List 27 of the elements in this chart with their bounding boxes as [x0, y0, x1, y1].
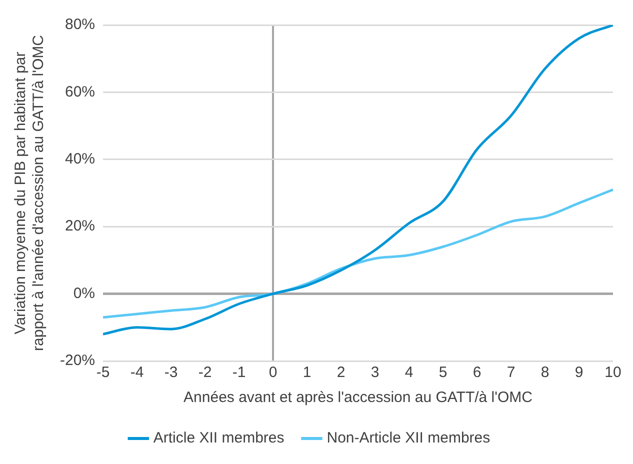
x-tick-label: -1 — [232, 364, 246, 382]
x-tick-label: 7 — [506, 364, 516, 382]
x-tick-label: 1 — [302, 364, 312, 382]
x-tick-label: -2 — [198, 364, 212, 382]
y-tick-label: 0% — [73, 284, 96, 302]
legend-label: Non-Article XII membres — [326, 430, 490, 447]
x-tick-label: 8 — [540, 364, 550, 382]
line-series — [103, 25, 613, 336]
x-tick-label: 9 — [574, 364, 584, 382]
x-tick-label: 10 — [604, 364, 622, 382]
y-tick-label: 20% — [64, 218, 96, 235]
y-axis-title: Variation moyenne du PIB par habitant par rapport à l'année d'accession au GATT/à l'OMC — [12, 34, 48, 351]
x-tick-label: 0 — [268, 364, 278, 382]
legend-label: Article XII membres — [153, 430, 284, 447]
x-tick-label: 3 — [370, 364, 380, 382]
x-tick-label: 6 — [472, 364, 482, 382]
x-tick-label: 2 — [336, 364, 346, 382]
x-tick-label: 4 — [404, 364, 414, 382]
y-tick-label: 60% — [64, 83, 96, 100]
y-tick-label: -20% — [60, 352, 96, 370]
x-tick-label: -5 — [96, 364, 110, 382]
y-tick-label: 40% — [64, 150, 96, 168]
y-tick-label: 80% — [64, 16, 96, 34]
x-tick-label: 5 — [438, 364, 448, 382]
x-axis-title: Années avant et après l'accession au GATT/à l'OMC — [184, 389, 533, 406]
x-tick-label: -4 — [130, 364, 144, 382]
x-tick-label: -3 — [164, 364, 178, 382]
